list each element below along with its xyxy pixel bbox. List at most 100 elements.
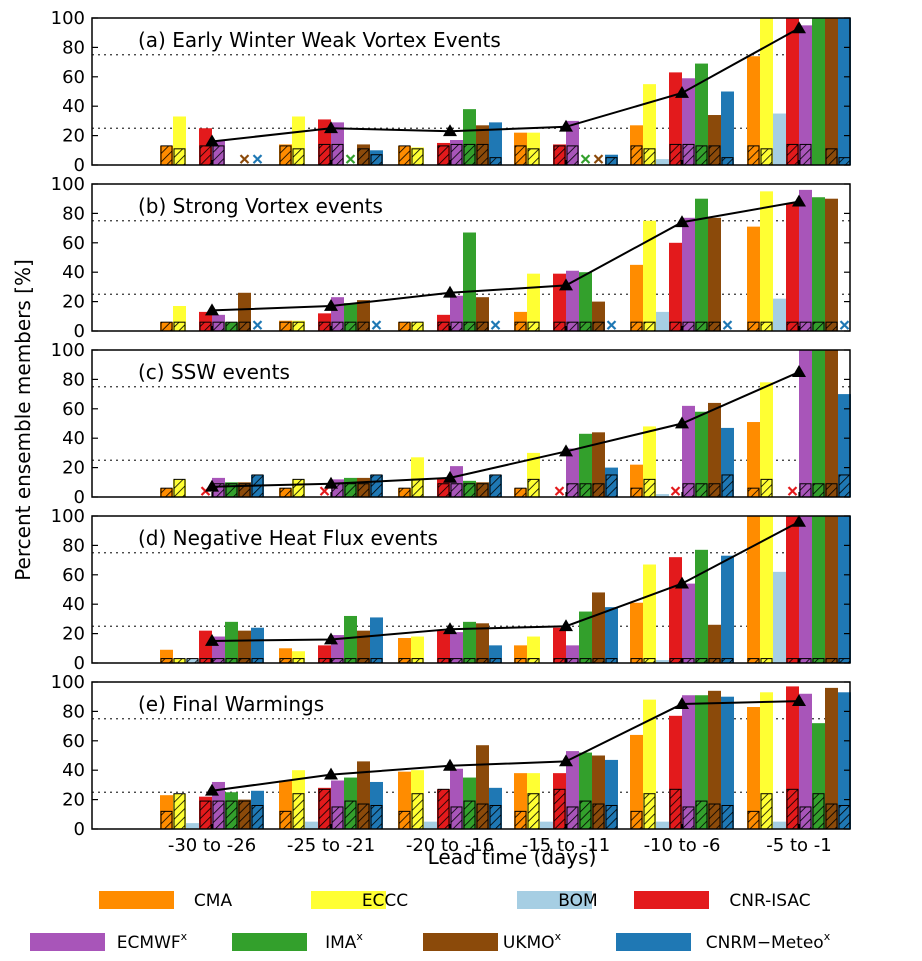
hatched-bar-eccc-2 [411,148,424,166]
hatched-bar-ima-1 [344,800,357,830]
hatched-bar-cma-3 [514,810,527,830]
hatched-bar-ukmo-2 [476,483,489,498]
bar-ima-5 [812,18,825,165]
hatched-bar-ukmo-0 [238,321,251,332]
hatched-bar-eccc-1 [292,793,305,830]
legend-item-cnr-isac: CNR-ISAC [634,891,811,911]
hatched-bar-cma-3 [514,321,527,332]
hatched-bar-eccc-0 [173,793,186,830]
ensemble-mean-marker-3 [559,119,573,132]
bar-cma-4 [630,264,643,331]
bar-cnr-isac-5 [786,516,799,663]
x-tick-label: -10 to -6 [644,835,721,856]
panel-frame [91,17,851,166]
bar-ukmo-0 [238,630,251,663]
hatched-bar-ecmwf-3 [566,145,579,166]
panel-title: (a) Early Winter Weak Vortex Events [138,28,501,52]
hatched-bar-cma-1 [279,487,292,498]
hatched-bar-ukmo-5 [825,148,838,166]
bar-ima-3 [579,272,592,331]
cross-marker-cnr-isac-3 [554,486,565,496]
hatched-bar-ukmo-2 [476,803,489,830]
legend-item-ukmo: UKMOx [423,930,562,953]
bar-cma-5 [747,226,760,331]
hatched-bar-cma-4 [630,810,643,830]
y-tick-label: 100 [51,174,85,195]
hatched-bar-cnr-isac-0 [199,800,212,830]
hatched-bar-ukmo-3 [592,483,605,498]
bar-ima-2 [463,232,476,331]
bar-cnrm−meteo-5 [838,516,851,663]
hatched-bar-ecmwf-5 [799,143,812,166]
hatched-bar-ukmo-4 [708,145,721,166]
hatched-bar-ecmwf-2 [450,483,463,498]
bar-cnrm−meteo-5 [838,692,851,829]
panel-1: 0 20 40 60 80 100 (b) Strong Vortex events [51,174,851,342]
ensemble-mean-line [211,700,800,792]
hatched-bar-ecmwf-4 [682,143,695,166]
bar-ukmo-0 [238,292,251,331]
bar-ukmo-4 [708,690,721,829]
legend-item-bom: BOM [517,891,598,911]
hatched-bar-ecmwf-4 [682,483,695,498]
panel-title: (c) SSW events [138,360,290,384]
hatched-bar-ima-1 [344,321,357,332]
legend-label: ECMWFx [117,930,188,953]
panel-title: (b) Strong Vortex events [138,194,383,218]
panel-frame [91,183,851,332]
y-axis-label: Percent ensemble members [%] [11,259,35,581]
bar-ukmo-5 [825,18,838,165]
ensemble-mean-marker-3 [559,619,573,632]
cross-marker-cnrm−meteo-0 [252,320,263,330]
ensemble-mean-marker-5 [792,21,806,34]
hatched-bar-ima-2 [463,483,476,498]
hatched-bar-cnrm−meteo-3 [605,474,618,498]
bar-cnrm−meteo-0 [251,627,264,663]
hatched-bar-cnr-isac-2 [437,321,450,332]
y-tick-label: 40 [62,96,85,117]
hatched-bar-cnr-isac-0 [199,321,212,332]
cross-marker-cnrm−meteo-1 [371,320,382,330]
hatched-bar-cnr-isac-2 [437,483,450,498]
hatched-bar-eccc-1 [292,478,305,498]
hatched-bar-ima-4 [695,321,708,332]
bar-eccc-5 [760,516,773,663]
bar-ecmwf-2 [450,632,463,663]
bar-ima-1 [344,615,357,663]
bar-cma-2 [398,638,411,663]
hatched-bar-cnr-isac-2 [437,145,450,166]
y-tick-label: 20 [62,458,85,479]
x-tick-label: -30 to -26 [168,835,256,856]
hatched-bar-cnrm−meteo-3 [605,804,618,830]
bar-ima-0 [225,621,238,663]
hatched-bar-eccc-0 [173,148,186,166]
bar-eccc-1 [292,651,305,663]
bar-ima-4 [695,549,708,663]
bar-bom-4 [656,159,669,165]
ensemble-mean-line [211,520,800,642]
hatched-bar-cnr-isac-1 [318,143,331,166]
bar-bom-5 [773,821,786,829]
hatched-bar-ecmwf-3 [566,483,579,498]
bar-eccc-5 [760,191,773,331]
legend-item-ecmwf: ECMWFx [30,930,188,953]
bar-eccc-5 [760,18,773,165]
bar-ima-4 [695,198,708,331]
bar-cnrm−meteo-2 [489,122,502,165]
cross-marker-ima-3 [580,154,591,164]
hatched-bar-eccc-5 [760,793,773,830]
y-tick-label: 20 [62,126,85,147]
ensemble-mean-marker-0 [205,303,219,316]
hatched-bar-ecmwf-1 [331,806,344,830]
bar-ecmwf-5 [799,693,812,829]
y-tick-label: 40 [62,594,85,615]
bar-ecmwf-4 [682,695,695,829]
hatched-bar-ecmwf-3 [566,806,579,830]
bar-ecmwf-5 [799,516,812,663]
cross-marker-cnrm−meteo-2 [490,320,501,330]
y-tick-label: 0 [74,321,85,342]
bar-cnr-isac-3 [553,627,566,663]
y-tick-label: 100 [51,8,85,29]
hatched-bar-cnrm−meteo-1 [370,804,383,830]
